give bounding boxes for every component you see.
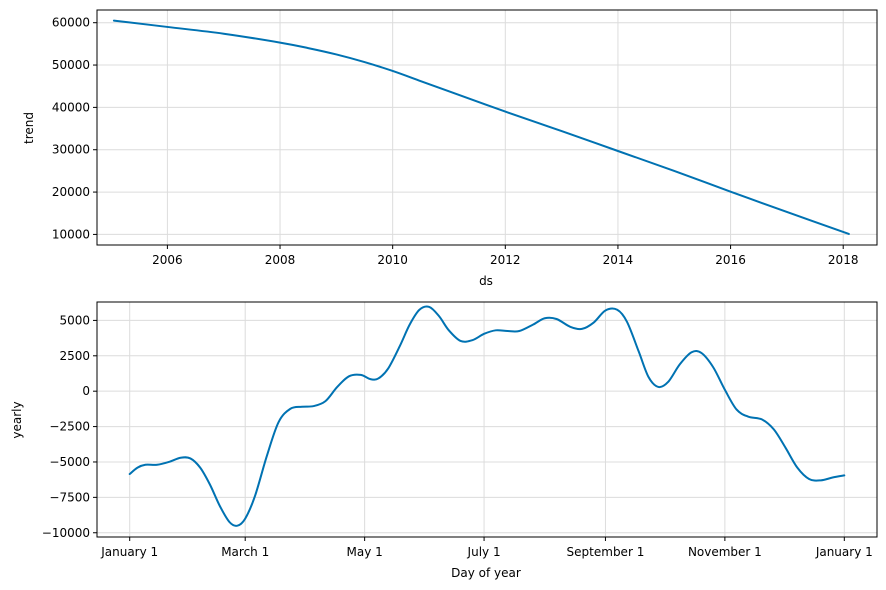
trend-y-tick-label: 30000: [52, 143, 90, 157]
yearly-x-tick-label: March 1: [221, 545, 269, 559]
trend-x-tick-label: 2008: [265, 253, 296, 267]
yearly-y-tick-label: −5000: [49, 455, 90, 469]
yearly-plot-frame: [96, 301, 878, 538]
yearly-x-tick-label: May 1: [347, 545, 383, 559]
yearly-y-tick-label: 5000: [59, 313, 90, 327]
yearly-x-tick-label: November 1: [688, 545, 762, 559]
yearly-y-tick-label: −2500: [49, 420, 90, 434]
yearly-chart: January 1 March 1 May 1 July 1 September 1 No…: [10, 301, 878, 580]
trend-series-group: [112, 19, 850, 235]
yearly-series-group: [128, 305, 846, 527]
trend-series-line: [112, 19, 850, 235]
yearly-x-tick-label: July 1: [467, 545, 501, 559]
trend-y-tick-label: 60000: [52, 16, 90, 30]
trend-x-tick-label: 2016: [715, 253, 746, 267]
trend-y-tick-label: 10000: [52, 227, 90, 241]
trend-y-axis-label: trend: [22, 112, 36, 144]
yearly-x-axis-label: Day of year: [451, 566, 521, 580]
yearly-x-tick-label: September 1: [567, 545, 645, 559]
trend-y-tick-label: 20000: [52, 185, 90, 199]
yearly-x-tick-label: January 1: [100, 545, 158, 559]
trend-grid: [97, 10, 877, 245]
trend-x-tick-label: 2010: [377, 253, 408, 267]
trend-x-tick-label: 2012: [490, 253, 521, 267]
trend-ticks: 2006 2008 2010 2012 2014 2016 2018 10000 20000 30…: [52, 16, 859, 267]
trend-x-tick-label: 2006: [152, 253, 183, 267]
trend-plot-frame: [96, 9, 878, 246]
trend-chart: 2006 2008 2010 2012 2014 2016 2018 10000 20000 30…: [22, 9, 878, 288]
yearly-y-axis-label: yearly: [10, 401, 24, 438]
yearly-x-tick-label: January 1: [815, 545, 873, 559]
yearly-grid: [97, 302, 877, 537]
yearly-y-tick-label: −10000: [42, 526, 90, 540]
yearly-series-line: [128, 305, 846, 527]
yearly-y-tick-label: 0: [82, 384, 90, 398]
trend-x-axis-label: ds: [479, 274, 493, 288]
trend-x-tick-label: 2014: [603, 253, 634, 267]
yearly-y-tick-label: −7500: [49, 490, 90, 504]
trend-y-tick-label: 50000: [52, 58, 90, 72]
yearly-ticks: January 1 March 1 May 1 July 1 September 1 No…: [42, 313, 873, 559]
trend-y-tick-label: 40000: [52, 100, 90, 114]
yearly-y-tick-label: 2500: [59, 349, 90, 363]
trend-x-tick-label: 2018: [828, 253, 859, 267]
